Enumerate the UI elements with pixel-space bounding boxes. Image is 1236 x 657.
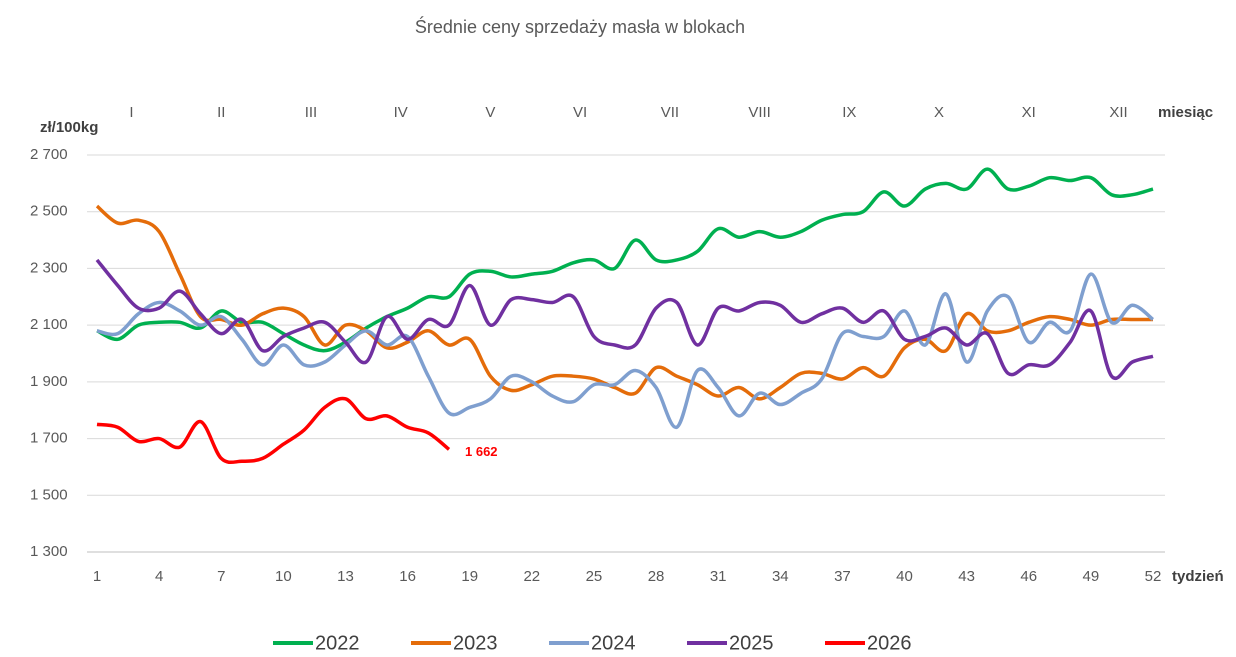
x-axis-label: tydzień xyxy=(1172,568,1224,585)
x-tick-label: 34 xyxy=(772,568,789,585)
x-tick-label: 31 xyxy=(710,568,727,585)
legend-label: 2023 xyxy=(453,632,498,654)
month-label: V xyxy=(485,104,495,121)
x-tick-label: 52 xyxy=(1145,568,1162,585)
month-label: VII xyxy=(661,104,679,121)
y-tick-label: 1 900 xyxy=(30,373,68,390)
y-tick-label: 1 700 xyxy=(30,430,68,447)
legend-label: 2022 xyxy=(315,632,360,654)
series-line xyxy=(96,272,1155,429)
month-label: I xyxy=(129,104,133,121)
month-label: XI xyxy=(1022,104,1036,121)
x-tick-label: 4 xyxy=(155,568,163,585)
month-label: III xyxy=(305,104,318,121)
x-tick-label: 37 xyxy=(834,568,851,585)
month-label: IV xyxy=(394,104,408,121)
series-line xyxy=(96,396,451,465)
x-tick-label: 22 xyxy=(523,568,540,585)
series-line xyxy=(96,167,1154,353)
x-tick-label: 49 xyxy=(1083,568,1100,585)
y-tick-label: 2 300 xyxy=(30,259,68,276)
x-tick-label: 46 xyxy=(1020,568,1037,585)
y-tick-label: 2 500 xyxy=(30,203,68,220)
month-label: II xyxy=(217,104,225,121)
x-tick-label: 7 xyxy=(217,568,225,585)
x-tick-label: 25 xyxy=(586,568,603,585)
x-tick-label: 40 xyxy=(896,568,913,585)
month-label: miesiąc xyxy=(1158,104,1213,121)
month-label: XII xyxy=(1109,104,1127,121)
y-tick-label: 2 100 xyxy=(30,316,68,333)
legend-label: 2024 xyxy=(591,632,636,654)
x-tick-label: 19 xyxy=(461,568,478,585)
x-tick-label: 1 xyxy=(93,568,101,585)
legend-label: 2026 xyxy=(867,632,912,654)
x-tick-label: 43 xyxy=(958,568,975,585)
x-tick-label: 16 xyxy=(399,568,416,585)
series-line xyxy=(95,204,1153,401)
y-tick-label: 1 500 xyxy=(30,486,68,503)
data-label: 1 662 xyxy=(465,444,498,459)
month-label: IX xyxy=(842,104,856,121)
month-label: VIII xyxy=(748,104,771,121)
series-line xyxy=(95,258,1154,380)
y-tick-label: 2 700 xyxy=(30,146,68,163)
x-tick-label: 10 xyxy=(275,568,292,585)
legend-label: 2025 xyxy=(729,632,774,654)
y-axis-label: zł/100kg xyxy=(40,119,98,136)
month-label: X xyxy=(934,104,944,121)
chart-title: Średnie ceny sprzedaży masła w blokach xyxy=(415,16,745,37)
x-tick-label: 28 xyxy=(648,568,665,585)
x-tick-label: 13 xyxy=(337,568,354,585)
month-label: VI xyxy=(573,104,587,121)
y-tick-label: 1 300 xyxy=(30,543,68,560)
